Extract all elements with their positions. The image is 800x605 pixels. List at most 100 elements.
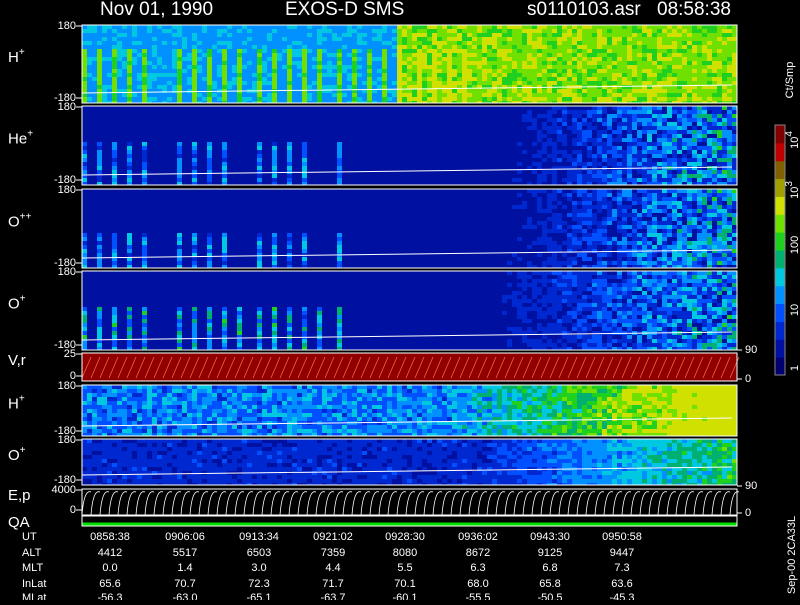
cell — [292, 89, 297, 93]
cell — [602, 118, 607, 122]
cell — [252, 57, 257, 61]
cell — [212, 118, 217, 122]
cell — [167, 134, 172, 138]
cell — [472, 174, 477, 178]
cell — [182, 25, 187, 29]
cell — [602, 182, 607, 185]
cell — [472, 130, 477, 134]
cell — [502, 97, 507, 101]
cell — [547, 33, 552, 37]
cell — [662, 81, 667, 85]
cell — [162, 77, 167, 81]
cell — [217, 166, 222, 170]
cell — [92, 170, 97, 174]
cell — [107, 142, 112, 146]
cell — [262, 130, 267, 134]
cell — [397, 166, 402, 170]
cell — [547, 37, 552, 41]
cell — [347, 81, 352, 85]
cell — [587, 134, 592, 138]
cell — [457, 93, 462, 97]
cell — [647, 53, 652, 57]
cell — [362, 29, 367, 33]
cell — [192, 134, 197, 138]
cell — [452, 178, 457, 182]
cell — [357, 154, 362, 158]
cell — [112, 93, 117, 97]
cell — [617, 118, 622, 122]
cell — [437, 182, 442, 185]
cell — [257, 182, 262, 185]
cell — [167, 138, 172, 142]
cell — [117, 178, 122, 182]
cell — [512, 33, 517, 37]
cell — [382, 61, 387, 65]
cell — [582, 146, 587, 150]
cell — [192, 154, 197, 158]
cell — [192, 162, 197, 166]
cell — [487, 174, 492, 178]
cell — [417, 37, 422, 41]
cell — [552, 57, 557, 61]
cell — [672, 33, 677, 37]
cell — [442, 122, 447, 126]
cell — [102, 146, 107, 150]
cell — [282, 146, 287, 150]
cell — [602, 97, 607, 101]
cell — [227, 146, 232, 150]
cell — [702, 53, 707, 57]
cell — [237, 166, 242, 170]
cell — [707, 77, 712, 81]
cell — [397, 57, 402, 61]
cell — [267, 97, 272, 101]
cell — [192, 138, 197, 142]
cell — [657, 37, 662, 41]
cell — [277, 37, 282, 41]
cell — [242, 77, 247, 81]
cell — [332, 85, 337, 89]
cell — [152, 106, 157, 110]
cell — [292, 162, 297, 166]
cell — [82, 81, 87, 85]
cell — [422, 85, 427, 89]
cell — [197, 81, 202, 85]
cell — [357, 110, 362, 114]
cell — [527, 25, 532, 29]
cell — [347, 118, 352, 122]
cell — [462, 25, 467, 29]
cell — [397, 118, 402, 122]
cell — [252, 73, 257, 77]
cell — [422, 126, 427, 130]
cell — [387, 158, 392, 162]
cell — [637, 130, 642, 134]
cell — [152, 130, 157, 134]
cell — [492, 45, 497, 49]
cell — [722, 41, 727, 45]
cell — [582, 77, 587, 81]
cell — [432, 114, 437, 118]
cell — [272, 178, 277, 182]
cell — [382, 170, 387, 174]
cell — [177, 182, 182, 185]
cell — [377, 122, 382, 126]
cell — [167, 53, 172, 57]
cell — [622, 73, 627, 77]
cell — [602, 41, 607, 45]
cell — [657, 146, 662, 150]
cell — [352, 53, 357, 57]
cell — [647, 93, 652, 97]
cell — [197, 138, 202, 142]
cell — [162, 89, 167, 93]
cell — [567, 126, 572, 130]
cell — [107, 89, 112, 93]
cell — [412, 33, 417, 37]
cell — [337, 57, 342, 61]
cell — [457, 69, 462, 73]
cell — [132, 146, 137, 150]
cell — [402, 130, 407, 134]
cell — [502, 69, 507, 73]
cell — [82, 134, 87, 138]
cell — [392, 122, 397, 126]
cell — [92, 158, 97, 162]
cell — [412, 126, 417, 130]
